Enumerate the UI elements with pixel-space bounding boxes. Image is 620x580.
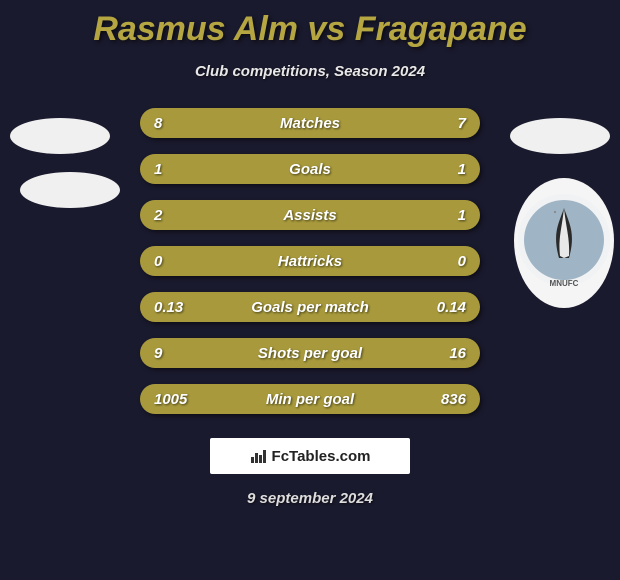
stat-value-right: 0.14	[406, 299, 466, 316]
subtitle: Club competitions, Season 2024	[0, 63, 620, 80]
stat-value-right: 0	[406, 253, 466, 270]
stat-label: Hattricks	[214, 253, 406, 270]
stat-row-min-per-goal: 1005 Min per goal 836	[140, 384, 480, 414]
stat-value-left: 2	[154, 207, 214, 224]
svg-text:MNUFC: MNUFC	[550, 279, 579, 288]
stat-value-left: 1	[154, 161, 214, 178]
stat-row-hattricks: 0 Hattricks 0	[140, 246, 480, 276]
stat-row-goals: 1 Goals 1	[140, 154, 480, 184]
stat-label: Shots per goal	[214, 345, 406, 362]
stat-value-right: 1	[406, 161, 466, 178]
stat-row-assists: 2 Assists 1	[140, 200, 480, 230]
right-club-badge: MNUFC	[514, 178, 614, 308]
stat-label: Goals	[214, 161, 406, 178]
left-player-oval-2	[20, 172, 120, 208]
right-player-oval	[510, 118, 610, 154]
stat-label: Goals per match	[214, 299, 406, 316]
stat-row-matches: 8 Matches 7	[140, 108, 480, 138]
stat-label: Assists	[214, 207, 406, 224]
stat-row-goals-per-match: 0.13 Goals per match 0.14	[140, 292, 480, 322]
stat-value-left: 0.13	[154, 299, 214, 316]
stat-value-right: 16	[406, 345, 466, 362]
stat-value-left: 9	[154, 345, 214, 362]
stat-row-shots-per-goal: 9 Shots per goal 16	[140, 338, 480, 368]
stat-value-right: 7	[406, 115, 466, 132]
stat-value-left: 8	[154, 115, 214, 132]
stat-value-left: 0	[154, 253, 214, 270]
fctables-logo[interactable]: FcTables.com	[210, 438, 410, 474]
stat-value-right: 836	[406, 391, 466, 408]
club-badge-icon: MNUFC	[514, 178, 614, 308]
bars-icon	[250, 447, 268, 465]
fctables-text: FcTables.com	[272, 448, 371, 465]
stat-label: Min per goal	[214, 391, 406, 408]
page-title: Rasmus Alm vs Fragapane	[0, 0, 620, 49]
left-player-oval-1	[10, 118, 110, 154]
stat-value-right: 1	[406, 207, 466, 224]
stat-label: Matches	[214, 115, 406, 132]
stat-value-left: 1005	[154, 391, 214, 408]
date-footer: 9 september 2024	[0, 490, 620, 507]
